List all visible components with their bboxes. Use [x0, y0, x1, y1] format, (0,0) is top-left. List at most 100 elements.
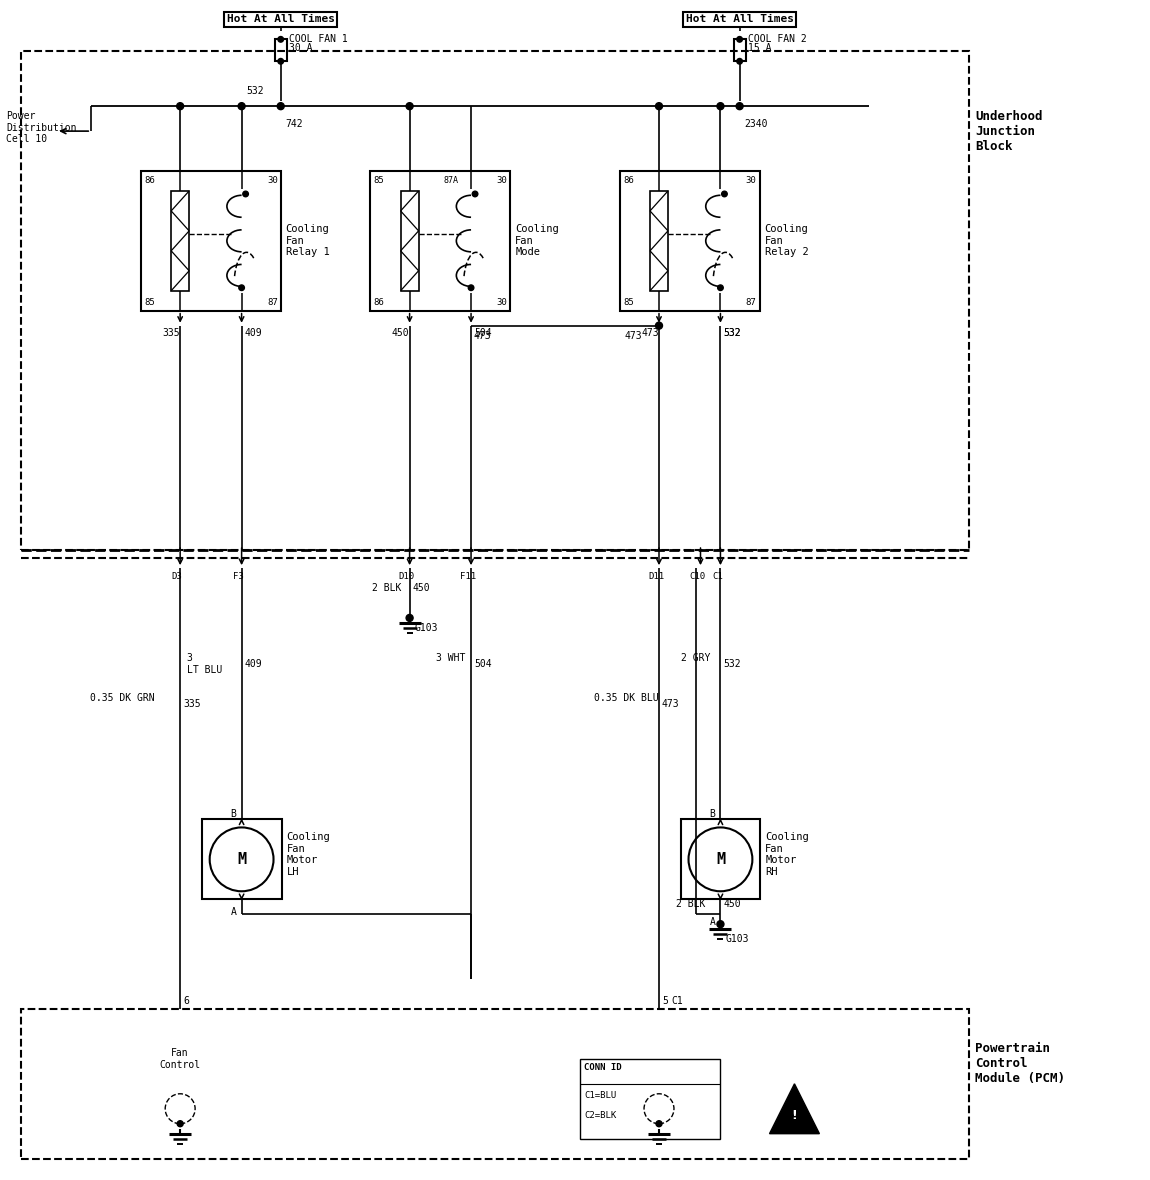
Text: Hot At All Times: Hot At All Times — [685, 14, 794, 25]
Text: COOL FAN 1: COOL FAN 1 — [289, 34, 347, 45]
Text: B: B — [710, 809, 715, 819]
Circle shape — [278, 37, 284, 42]
Circle shape — [722, 191, 727, 197]
Circle shape — [656, 103, 662, 110]
Text: 742: 742 — [285, 119, 304, 129]
Text: 85: 85 — [374, 176, 384, 185]
Text: 335: 335 — [183, 699, 201, 709]
Text: 409: 409 — [245, 658, 262, 669]
Text: F11: F11 — [460, 572, 476, 581]
Circle shape — [473, 191, 478, 197]
Text: Cooling
Fan
Relay 1: Cooling Fan Relay 1 — [285, 224, 329, 257]
Circle shape — [406, 103, 413, 110]
Circle shape — [736, 103, 743, 110]
Text: 450: 450 — [723, 899, 741, 910]
Text: Underhood
Junction
Block: Underhood Junction Block — [975, 110, 1043, 152]
Circle shape — [716, 920, 724, 927]
Text: 30 A: 30 A — [289, 44, 312, 53]
Circle shape — [718, 284, 723, 290]
Text: LT BLU: LT BLU — [186, 664, 222, 675]
Text: D11: D11 — [647, 572, 664, 581]
Text: 6: 6 — [183, 996, 189, 1007]
Bar — [400, 191, 419, 290]
Text: 5: 5 — [662, 996, 668, 1007]
Text: 532: 532 — [723, 658, 741, 669]
Text: M: M — [716, 852, 724, 867]
Circle shape — [278, 59, 284, 64]
Text: C1=BLU: C1=BLU — [584, 1090, 616, 1100]
Text: 504: 504 — [474, 328, 492, 337]
Text: !: ! — [791, 1109, 797, 1122]
Text: 30: 30 — [746, 176, 757, 185]
Circle shape — [177, 1121, 183, 1127]
Text: 473: 473 — [662, 699, 680, 709]
Text: Cooling
Fan
Mode: Cooling Fan Mode — [515, 224, 559, 257]
Text: 2 BLK: 2 BLK — [371, 583, 401, 594]
Circle shape — [239, 284, 245, 290]
Circle shape — [716, 103, 724, 110]
Bar — [580, 1058, 720, 1139]
Text: Fan
Control: Fan Control — [160, 1048, 201, 1069]
Text: 473: 473 — [473, 330, 491, 341]
Text: 30: 30 — [497, 297, 507, 307]
Circle shape — [277, 103, 284, 110]
Text: B: B — [231, 809, 237, 819]
Text: 86: 86 — [144, 176, 155, 185]
Text: Cooling
Fan
Motor
LH: Cooling Fan Motor LH — [286, 832, 330, 877]
Text: C1: C1 — [670, 996, 683, 1007]
Text: 86: 86 — [623, 176, 634, 185]
Text: 87A: 87A — [443, 176, 458, 185]
Text: 30: 30 — [267, 176, 277, 185]
Text: 87: 87 — [267, 297, 277, 307]
Text: G103: G103 — [415, 623, 438, 632]
Text: M: M — [237, 852, 246, 867]
Text: Cooling
Fan
Motor
RH: Cooling Fan Motor RH — [766, 832, 810, 877]
Text: 86: 86 — [374, 297, 384, 307]
Bar — [275, 39, 286, 61]
Text: A: A — [231, 907, 237, 917]
Text: 87: 87 — [746, 297, 757, 307]
Text: Power
Distribution
Cell 10: Power Distribution Cell 10 — [7, 111, 77, 144]
Text: 532: 532 — [723, 328, 741, 337]
Circle shape — [656, 1121, 662, 1127]
Bar — [141, 171, 281, 310]
Text: 532: 532 — [246, 86, 264, 97]
Text: COOL FAN 2: COOL FAN 2 — [748, 34, 806, 45]
Text: 0.35 DK BLU: 0.35 DK BLU — [595, 693, 659, 703]
Circle shape — [656, 322, 662, 329]
Bar — [734, 39, 745, 61]
Text: C1: C1 — [712, 572, 723, 581]
Text: F3: F3 — [233, 572, 244, 581]
Circle shape — [238, 103, 245, 110]
Bar — [681, 819, 760, 899]
Text: 335: 335 — [162, 328, 179, 337]
Text: D3: D3 — [171, 572, 183, 581]
Circle shape — [737, 37, 743, 42]
Circle shape — [243, 191, 248, 197]
Text: 85: 85 — [623, 297, 634, 307]
Circle shape — [177, 103, 184, 110]
Bar — [22, 1009, 969, 1159]
Text: 473: 473 — [641, 328, 659, 337]
Bar — [201, 819, 282, 899]
Text: 2 GRY: 2 GRY — [681, 653, 710, 663]
Text: 3: 3 — [186, 653, 192, 663]
Text: 409: 409 — [245, 328, 262, 337]
Text: 2 BLK: 2 BLK — [675, 899, 705, 910]
Text: 85: 85 — [144, 297, 155, 307]
Text: Cooling
Fan
Relay 2: Cooling Fan Relay 2 — [765, 224, 808, 257]
Circle shape — [406, 615, 413, 622]
Text: 450: 450 — [392, 328, 409, 337]
Text: C10: C10 — [690, 572, 706, 581]
Text: 504: 504 — [474, 658, 492, 669]
Text: 0.35 DK GRN: 0.35 DK GRN — [91, 693, 155, 703]
Text: Hot At All Times: Hot At All Times — [227, 14, 335, 25]
Text: D10: D10 — [399, 572, 415, 581]
Text: 3 WHT: 3 WHT — [436, 653, 466, 663]
Polygon shape — [769, 1083, 820, 1134]
Text: 532: 532 — [723, 328, 741, 337]
Bar — [22, 51, 969, 550]
Text: G103: G103 — [726, 935, 749, 944]
Text: A: A — [710, 917, 715, 927]
Bar — [650, 191, 668, 290]
